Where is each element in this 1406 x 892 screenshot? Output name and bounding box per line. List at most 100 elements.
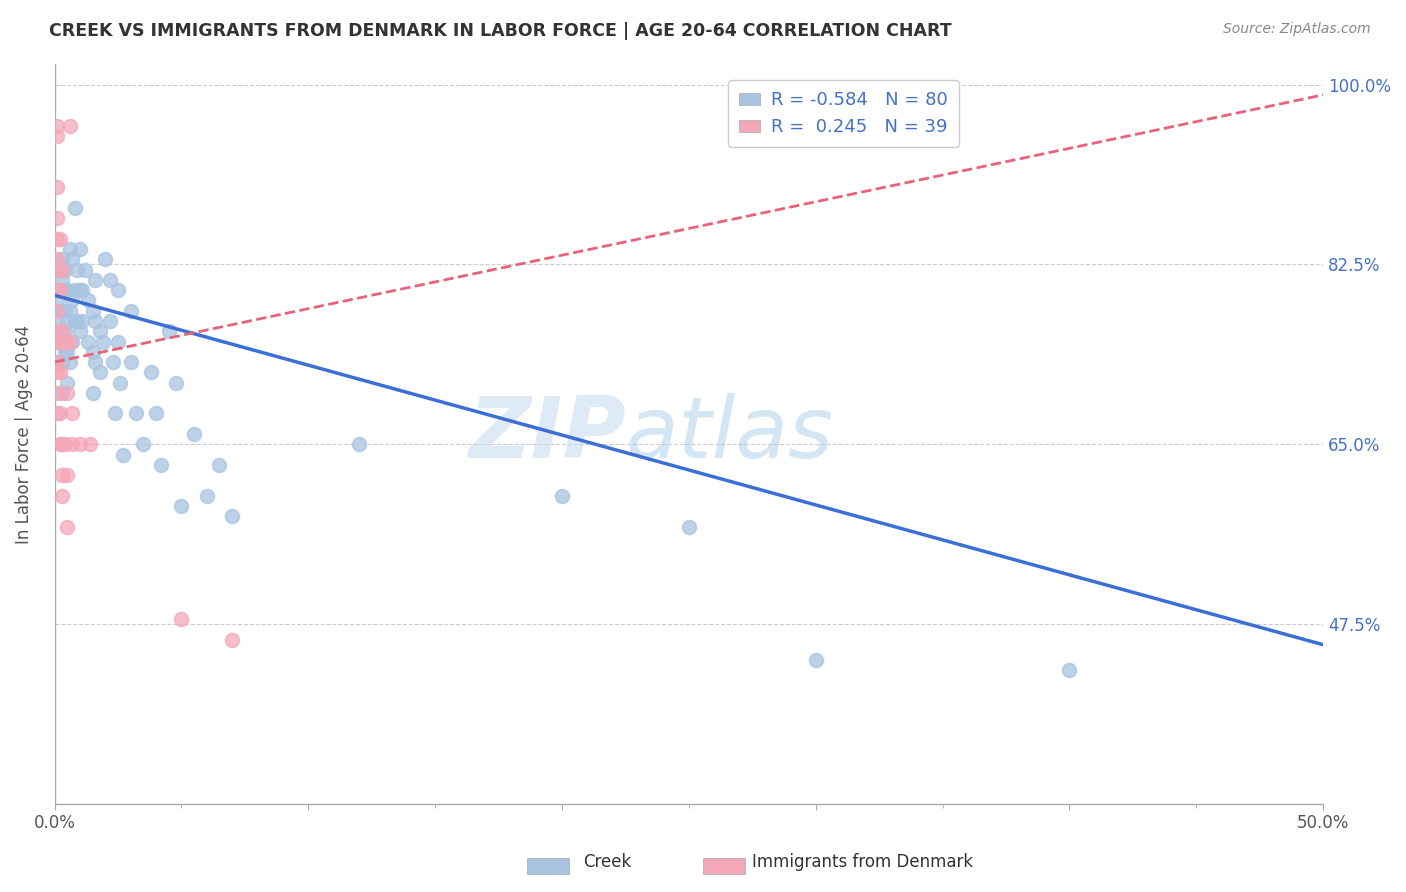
Text: CREEK VS IMMIGRANTS FROM DENMARK IN LABOR FORCE | AGE 20-64 CORRELATION CHART: CREEK VS IMMIGRANTS FROM DENMARK IN LABO… [49,22,952,40]
Point [46,180,69,194]
Point [94,252,117,267]
Point [46,293,69,308]
Point [56,376,79,390]
Point [72,314,94,328]
Point [48,262,70,277]
Point [678,519,700,533]
Point [107,283,129,297]
Point [63,201,86,215]
Point [46,324,69,338]
Point [48,334,70,349]
Point [98,273,121,287]
Point [46,314,69,328]
Point [145,407,167,421]
Point [112,448,135,462]
Point [120,303,142,318]
Point [72,283,94,297]
Point [120,355,142,369]
Point [46,355,69,369]
Point [91,334,114,349]
Point [59,355,82,369]
Point [60,437,83,451]
Point [60,252,83,267]
Point [46,119,69,133]
Point [46,407,69,421]
Point [46,334,69,349]
Point [63,314,86,328]
Point [82,303,104,318]
Point [82,385,104,400]
Point [51,468,73,483]
Text: Source: ZipAtlas.com: Source: ZipAtlas.com [1223,22,1371,37]
Point [208,458,231,472]
Point [51,385,73,400]
Point [69,242,91,256]
Point [51,437,73,451]
Point [195,489,218,503]
Point [221,509,243,524]
Point [69,283,91,297]
Point [48,303,70,318]
Point [73,262,96,277]
Point [46,355,69,369]
Point [183,427,205,442]
Text: ZIP: ZIP [468,392,626,475]
Point [48,283,70,297]
Point [104,407,127,421]
Point [69,437,91,451]
Point [48,407,70,421]
Point [48,334,70,349]
Point [53,437,76,451]
Point [59,334,82,349]
Point [221,632,243,647]
Point [84,355,107,369]
Text: Immigrants from Denmark: Immigrants from Denmark [752,853,973,871]
Point [63,283,86,297]
Point [804,653,827,667]
Point [56,519,79,533]
Point [157,324,180,338]
Point [48,283,70,297]
Point [56,314,79,328]
Point [165,376,187,390]
Point [60,334,83,349]
Point [53,303,76,318]
Point [66,314,89,328]
Point [46,365,69,379]
Point [53,334,76,349]
Point [79,437,101,451]
Point [56,283,79,297]
Legend: R = -0.584   N = 80, R =  0.245   N = 39: R = -0.584 N = 80, R = 0.245 N = 39 [728,80,959,147]
Point [125,407,148,421]
Point [46,303,69,318]
Text: atlas: atlas [626,392,834,475]
Point [51,273,73,287]
Point [51,303,73,318]
Point [46,128,69,143]
Point [51,489,73,503]
Point [46,252,69,267]
Point [53,283,76,297]
Text: Creek: Creek [583,853,631,871]
Y-axis label: In Labor Force | Age 20-64: In Labor Force | Age 20-64 [15,325,32,543]
Point [150,458,173,472]
Point [89,324,111,338]
Point [132,437,155,451]
Point [59,242,82,256]
Point [46,385,69,400]
Point [48,324,70,338]
Point [46,324,69,338]
Point [89,365,111,379]
Point [53,262,76,277]
Point [60,407,83,421]
Point [59,119,82,133]
Point [46,232,69,246]
Point [56,385,79,400]
Point [59,303,82,318]
Point [48,232,70,246]
Point [76,293,98,308]
Point [46,283,69,297]
Point [84,314,107,328]
Point [170,612,193,626]
Point [48,365,70,379]
